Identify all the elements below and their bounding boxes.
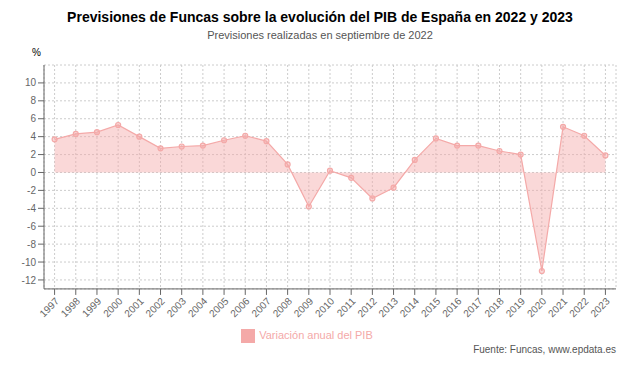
svg-text:2001: 2001 (122, 295, 146, 319)
svg-text:2012: 2012 (355, 295, 379, 319)
svg-text:2005: 2005 (207, 295, 231, 319)
svg-text:2003: 2003 (165, 295, 189, 319)
svg-text:2020: 2020 (525, 295, 549, 319)
svg-text:1999: 1999 (80, 295, 104, 319)
svg-text:8: 8 (30, 95, 36, 106)
svg-text:1998: 1998 (59, 295, 83, 319)
svg-text:2009: 2009 (292, 295, 316, 319)
svg-text:2015: 2015 (419, 295, 443, 319)
svg-text:-8: -8 (27, 239, 36, 250)
svg-text:2017: 2017 (461, 295, 485, 319)
svg-text:2008: 2008 (271, 295, 295, 319)
svg-text:-6: -6 (27, 221, 36, 232)
html-text:Variación anual del PIB: Variación anual del PIB (259, 328, 373, 341)
svg-text:2018: 2018 (482, 295, 506, 319)
svg-text:2007: 2007 (249, 295, 273, 319)
svg-text:2023: 2023 (588, 295, 612, 319)
svg-text:2002: 2002 (143, 295, 167, 319)
svg-text:-10: -10 (22, 257, 37, 268)
svg-text:2010: 2010 (313, 295, 337, 319)
svg-text:-12: -12 (22, 275, 37, 286)
svg-text:1997: 1997 (38, 295, 62, 319)
svg-text:6: 6 (30, 113, 36, 124)
svg-text:2016: 2016 (440, 295, 464, 319)
svg-text:2004: 2004 (186, 295, 210, 319)
svg-text:4: 4 (30, 131, 36, 142)
svg-text:2019: 2019 (504, 295, 528, 319)
svg-text:-2: -2 (27, 185, 36, 196)
html-text:Previsiones de Funcas sobre la: Previsiones de Funcas sobre la evolución… (67, 9, 573, 25)
svg-text:2000: 2000 (101, 295, 125, 319)
svg-text:2011: 2011 (335, 295, 358, 318)
svg-text:0: 0 (30, 167, 36, 178)
svg-text:2: 2 (30, 149, 36, 160)
svg-text:-4: -4 (27, 203, 36, 214)
html-text:Previsiones realizadas en sept: Previsiones realizadas en septiembre de … (207, 29, 433, 41)
svg-text:10: 10 (25, 77, 37, 88)
svg-text:2022: 2022 (567, 295, 591, 319)
svg-text:2021: 2021 (546, 295, 570, 319)
svg-text:2006: 2006 (228, 295, 252, 319)
svg-text:2014: 2014 (398, 295, 422, 319)
svg-text:2013: 2013 (376, 295, 400, 319)
html-text:Fuente: Funcas, www.epdata.es: Fuente: Funcas, www.epdata.es (473, 344, 616, 355)
